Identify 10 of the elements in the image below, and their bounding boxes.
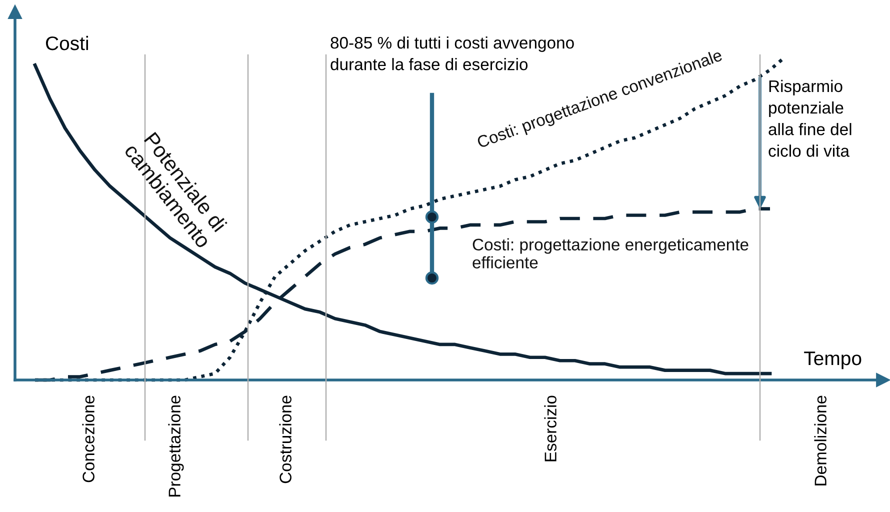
text: Costruzione xyxy=(279,396,292,484)
annotation: 80-85 % di tutti i costi avvengono durante la fase di esercizio xyxy=(330,36,574,70)
y-axis-title: Costi xyxy=(46,36,88,50)
x-axis-title: Tempo xyxy=(804,352,862,370)
text: Progettazione xyxy=(168,396,184,496)
text: Demolizione xyxy=(814,396,826,486)
text: Concezione xyxy=(82,396,94,482)
annotation: Risparmio potenziale alla fine del ciclo di vita xyxy=(768,80,852,157)
series-label: Costi: progettazione energeticamente efficiente xyxy=(472,238,748,268)
text: Esercizio xyxy=(544,396,556,462)
